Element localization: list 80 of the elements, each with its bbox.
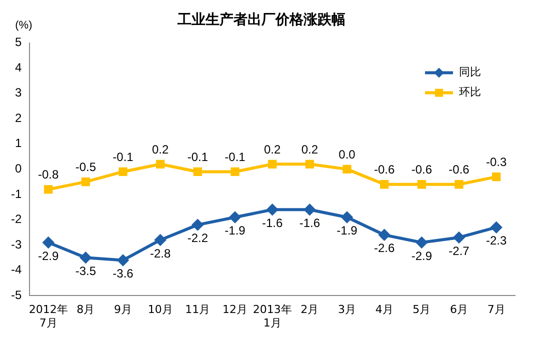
legend-label: 环比 [459,86,481,99]
point [454,180,464,189]
data-label: -1.9 [224,224,246,238]
point [490,222,502,233]
legend-label: 同比 [459,66,481,79]
point [417,180,426,189]
data-label: -1.6 [262,216,283,230]
point [44,185,53,194]
y-tick-label: 2 [14,110,22,125]
point [230,167,240,176]
x-tick-label: 12月 [222,303,248,316]
data-label: -0.1 [187,150,208,164]
chart-title: 工业生产者出厂价格涨跌幅 [176,11,346,28]
y-tick-label: 3 [14,86,22,100]
data-label: -0.5 [75,160,96,174]
data-label: -0.8 [38,168,59,182]
point [42,237,54,248]
point [230,212,240,223]
point [342,164,352,174]
y-tick-label: 4 [14,60,22,74]
data-label: 0.2 [301,142,318,156]
x-tick-label: 5月 [412,303,431,316]
data-label: -0.1 [224,150,246,164]
data-label: -2.6 [374,241,395,256]
y-tick-label: -5 [11,288,22,302]
point [81,178,90,186]
y-tick-label: 5 [14,35,22,50]
x-tick-label: 2月 [300,303,319,316]
point [118,167,128,176]
y-tick-label: -2 [11,212,22,226]
y-tick-label: 0 [14,162,22,176]
data-label: 0.0 [338,148,356,162]
point [305,160,314,168]
data-label: -0.3 [486,155,507,170]
point [416,237,428,248]
data-label: -2.8 [150,246,171,260]
y-tick-label: 1 [14,136,22,150]
data-label: -0.6 [411,162,432,177]
data-label: -0.6 [374,162,395,177]
data-label: -2.7 [448,244,470,258]
data-label: -1.6 [299,216,320,230]
point [118,254,129,266]
x-tick-label: 11月 [185,303,210,316]
data-label: 0.2 [264,142,281,156]
data-label: -0.6 [448,162,470,177]
point [378,229,390,240]
point [304,204,316,216]
point [192,219,204,230]
point [454,232,464,243]
point [342,212,352,223]
x-tick-label: 4月 [375,303,394,316]
data-label: -3.5 [75,264,96,278]
x-tick-label: 8月 [76,303,95,316]
point [268,160,277,168]
point [492,172,501,182]
data-label: -2.9 [411,248,432,263]
point [154,234,166,246]
x-tick-label: 2012年 7月 [28,303,68,330]
x-tick-label: 6月 [450,303,468,316]
y-tick-label: -3 [11,237,22,252]
point [380,180,389,189]
data-label: -1.9 [336,224,358,238]
data-label: -2.9 [38,248,59,263]
point [80,252,92,264]
data-label: -2.2 [187,231,208,246]
data-label: -2.3 [486,234,507,248]
point [266,204,278,216]
y-tick-label: -1 [11,186,22,201]
x-tick-label: 9月 [114,303,132,316]
point [193,167,202,176]
data-label: -3.6 [112,266,134,281]
point [156,160,165,168]
data-label: 0.2 [152,142,169,156]
x-tick-label: 3月 [338,303,356,316]
y-axis-title: (%) [15,19,32,32]
x-tick-label: 2013年 1月 [252,303,292,330]
data-label: -0.1 [112,150,134,164]
x-tick-label: 7月 [487,303,506,316]
y-tick-label: -4 [11,262,22,277]
x-tick-label: 10月 [148,303,173,316]
